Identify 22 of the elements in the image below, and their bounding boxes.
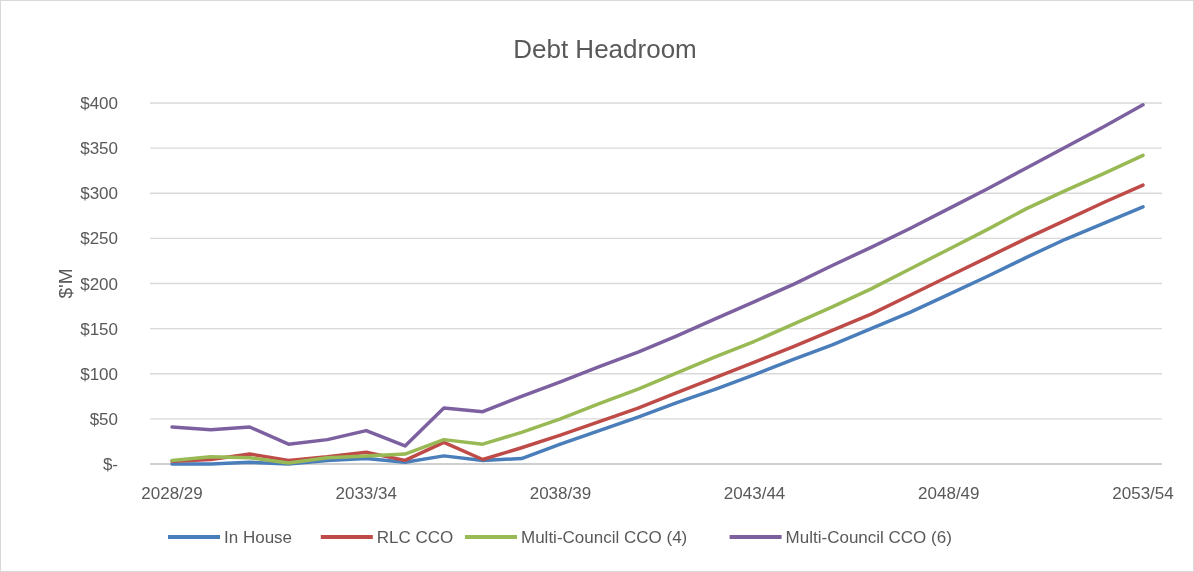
legend-label: Multi-Council CCO (6) bbox=[785, 528, 952, 547]
y-tick-label: $250 bbox=[80, 229, 118, 249]
y-axis-title: $'M bbox=[55, 268, 76, 299]
x-tick-label: 2038/39 bbox=[529, 484, 592, 503]
y-tick-label: $400 bbox=[80, 94, 118, 113]
legend-label: RLC CCO bbox=[376, 528, 454, 547]
y-tick-label: $- bbox=[102, 455, 118, 474]
x-tick-label: 2048/49 bbox=[918, 484, 980, 503]
legend-label: Multi-Council CCO (4) bbox=[521, 528, 688, 547]
y-tick-label: $200 bbox=[80, 274, 118, 294]
y-tick-label: $100 bbox=[80, 364, 118, 384]
x-tick-label: 2033/34 bbox=[335, 484, 397, 503]
chart-title: Debt Headroom bbox=[513, 34, 697, 64]
y-tick-label: $350 bbox=[80, 139, 118, 159]
line-series bbox=[170, 103, 1145, 448]
y-tick-label: $300 bbox=[80, 184, 118, 204]
x-tick-label: 2053/54 bbox=[1112, 484, 1174, 503]
y-tick-label: $150 bbox=[80, 319, 118, 339]
legend-label: In House bbox=[224, 528, 293, 547]
y-tick-label: $50 bbox=[89, 409, 118, 429]
x-tick-label: 2043/44 bbox=[723, 484, 786, 503]
x-tick-label: 2028/29 bbox=[141, 484, 203, 503]
